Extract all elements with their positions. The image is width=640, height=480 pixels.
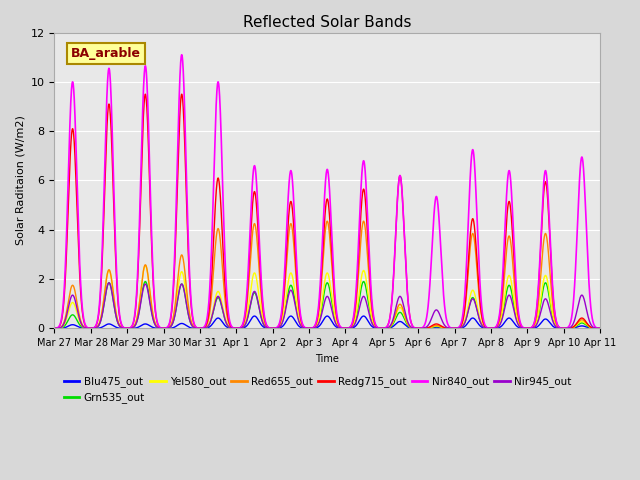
Grn535_out [596,325,604,331]
Nir840_out [586,288,593,294]
Nir945_out [260,322,268,327]
Red655_out [260,314,268,320]
Nir840_out [113,270,120,276]
Blu475_out [145,323,153,328]
Redg715_out [141,91,149,97]
Line: Yel580_out: Yel580_out [54,265,600,328]
Nir840_out [284,208,291,214]
Nir945_out [145,296,153,301]
Blu475_out [260,324,268,330]
X-axis label: Time: Time [316,354,339,364]
Blu475_out [527,325,534,331]
Nir840_out [178,52,186,58]
Blu475_out [284,316,291,322]
Red655_out [586,324,593,329]
Line: Red655_out: Red655_out [54,221,600,328]
Redg715_out [284,231,291,237]
Line: Blu475_out: Blu475_out [54,316,600,328]
Nir945_out [113,316,121,322]
Nir945_out [284,297,291,303]
Redg715_out [596,325,604,331]
Grn535_out [145,294,153,300]
Blu475_out [596,325,604,331]
Grn535_out [51,325,58,331]
Grn535_out [284,294,291,300]
Yel580_out [586,324,593,330]
Nir945_out [105,280,113,286]
Red655_out [51,325,58,331]
Redg715_out [145,167,153,173]
Line: Grn535_out: Grn535_out [54,282,600,328]
Blu475_out [51,325,58,331]
Nir945_out [586,318,593,324]
Yel580_out [51,325,58,331]
Nir840_out [51,325,58,331]
Nir840_out [527,325,534,331]
Red655_out [527,325,534,331]
Nir840_out [596,325,604,331]
Line: Redg715_out: Redg715_out [54,94,600,328]
Redg715_out [51,325,58,331]
Redg715_out [527,325,534,331]
Grn535_out [586,324,593,330]
Red655_out [145,281,153,287]
Grn535_out [260,322,268,328]
Yel580_out [141,263,149,268]
Yel580_out [596,325,604,331]
Yel580_out [113,313,120,319]
Grn535_out [527,325,534,331]
Title: Reflected Solar Bands: Reflected Solar Bands [243,15,412,30]
Red655_out [284,251,291,256]
Legend: Blu475_out, Grn535_out, Yel580_out, Red655_out, Redg715_out, Nir840_out, Nir945_: Blu475_out, Grn535_out, Yel580_out, Red6… [60,372,575,408]
Grn535_out [113,316,120,322]
Line: Nir840_out: Nir840_out [54,55,600,328]
Nir945_out [51,325,58,331]
Nir945_out [527,325,534,331]
Redg715_out [260,312,268,317]
Redg715_out [113,277,120,283]
Nir840_out [145,141,153,147]
Red655_out [113,313,120,319]
Nir945_out [596,325,604,331]
Nir840_out [260,309,268,315]
Red655_out [596,325,604,331]
Y-axis label: Solar Raditaion (W/m2): Solar Raditaion (W/m2) [15,116,25,245]
Grn535_out [141,279,149,285]
Blu475_out [586,325,593,331]
Redg715_out [586,323,593,329]
Yel580_out [260,320,268,325]
Yel580_out [527,325,534,331]
Yel580_out [284,284,291,290]
Text: BA_arable: BA_arable [71,47,141,60]
Yel580_out [145,283,153,288]
Line: Nir945_out: Nir945_out [54,283,600,328]
Blu475_out [113,324,120,330]
Blu475_out [251,313,259,319]
Red655_out [360,218,367,224]
